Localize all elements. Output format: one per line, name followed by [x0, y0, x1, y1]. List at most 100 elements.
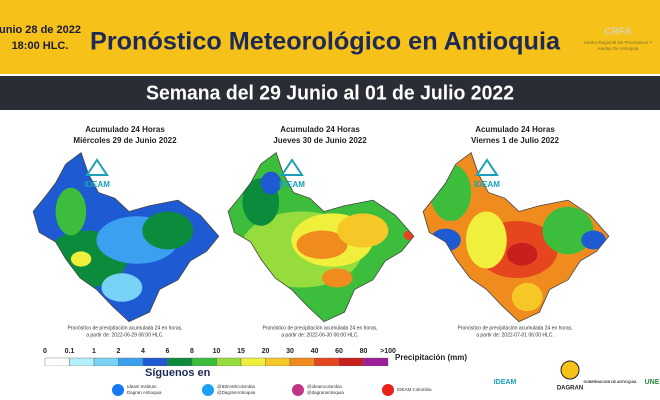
follow-label: Síguenos en — [145, 367, 211, 379]
logo-icon — [85, 158, 109, 176]
legend-label: 80 — [360, 348, 368, 355]
legend-swatch — [44, 357, 70, 367]
map-note: a partir de: 2022-07-01 06:00 HLC. — [476, 332, 554, 338]
map — [32, 151, 220, 323]
map-outline — [32, 151, 220, 323]
legend-swatch — [363, 357, 389, 367]
map-region — [322, 268, 353, 288]
legend-swatch — [265, 357, 291, 367]
banner-bg — [0, 76, 660, 110]
legend-swatch — [69, 357, 95, 367]
social-icon — [292, 384, 304, 396]
legend-label: 0 — [43, 348, 47, 355]
legend-swatch — [142, 357, 168, 367]
map-region — [506, 242, 538, 266]
footer-logo: UNE — [645, 379, 660, 386]
legend-label: 4 — [141, 348, 145, 355]
legend-label: 2 — [117, 348, 121, 355]
legend-label: 60 — [335, 348, 343, 355]
map-region — [101, 273, 143, 302]
map-logo: IDEAM — [474, 180, 500, 189]
map-region — [511, 282, 543, 312]
org-sub: Alertas De Antioquia — [598, 46, 639, 51]
map-note: Pronóstico de precipitación acumulada 24… — [262, 325, 377, 331]
header-title: Pronóstico Meteorológico en Antioquia — [90, 28, 561, 56]
social-handle: @DagranAntioquia — [217, 390, 256, 395]
legend-label: 6 — [166, 348, 170, 355]
map-region — [430, 164, 472, 221]
legend-swatch — [191, 357, 217, 367]
map-logo: IDEAM — [84, 180, 110, 189]
map — [422, 151, 610, 323]
social-handle: Dagran Antioquia — [127, 390, 162, 395]
legend-label: 1 — [92, 348, 96, 355]
legend-swatch — [240, 357, 266, 367]
legend-swatch — [289, 357, 315, 367]
footer-bg — [0, 366, 660, 400]
map-title: Acumulado 24 Horas — [280, 125, 360, 134]
map-note: a partir de: 2022-06-29 06:00 HLC. — [86, 332, 164, 338]
map-region — [581, 230, 606, 250]
legend-swatch — [118, 357, 144, 367]
map-region — [142, 211, 194, 250]
map-subtitle: Viernes 1 de Julio 2022 — [471, 136, 559, 145]
map-region — [70, 251, 92, 267]
map-region — [296, 230, 348, 259]
map — [227, 151, 415, 323]
map-subtitle: Jueves 30 de Junio 2022 — [273, 136, 367, 145]
map-fill — [228, 152, 414, 322]
social-icon — [382, 384, 394, 396]
footer-logo: IDEAM — [494, 379, 517, 386]
map-region — [466, 211, 507, 269]
social-handle: @dagranantioquia — [307, 390, 344, 395]
org-sub: Centro Regional De Pronósticos Y — [584, 40, 652, 45]
legend-label: 8 — [190, 348, 194, 355]
header-date: unio 28 de 2022 — [0, 24, 81, 36]
legend: 0 0.1 1 2 4 6 8 10 15 20 30 40 60 80 >100 — [43, 348, 396, 367]
map-outline — [422, 151, 610, 323]
social-icon — [112, 384, 124, 396]
org-name: CRFA — [604, 27, 631, 38]
logo-mark — [560, 360, 580, 380]
map-region — [542, 206, 594, 255]
map-region — [430, 228, 461, 252]
map-note: a partir de: 2022-06-30 06:00 HLC. — [281, 332, 359, 338]
legend-label: 30 — [286, 348, 294, 355]
map-outline — [227, 151, 415, 323]
map-logo: IDEAM — [279, 180, 305, 189]
legend-label: 10 — [213, 348, 221, 355]
logo-icon — [475, 158, 499, 176]
logo-icon — [280, 158, 304, 176]
legend-swatch — [93, 357, 119, 367]
map-note: Pronóstico de precipitación acumulada 24… — [457, 325, 572, 331]
map-title: Acumulado 24 Horas — [85, 125, 165, 134]
map-region — [337, 213, 389, 248]
footer-logo: DAGRAN — [557, 386, 583, 392]
map-fill — [33, 152, 219, 322]
map-note: Pronóstico de precipitación acumulada 24… — [67, 325, 182, 331]
social-handle: @IDEAMColombia — [217, 384, 255, 389]
legend-swatch — [216, 357, 242, 367]
map-subtitle: Miércoles 29 de Junio 2022 — [73, 136, 177, 145]
legend-title: Precipitación (mm) — [395, 353, 467, 362]
legend-label: 0.1 — [65, 348, 75, 355]
legend-label: 40 — [311, 348, 319, 355]
legend-swatch — [338, 357, 364, 367]
legend-label: 15 — [237, 348, 245, 355]
map-title: Acumulado 24 Horas — [475, 125, 555, 134]
social-handle: Ideam Instituto — [127, 384, 157, 389]
header-time: 18:00 HLC. — [12, 40, 69, 52]
banner-text: Semana del 29 Junio al 01 de Julio 2022 — [146, 82, 514, 104]
legend-label: >100 — [380, 348, 396, 355]
legend-swatch — [314, 357, 340, 367]
header-bg — [0, 0, 660, 74]
legend-swatch — [167, 357, 193, 367]
map-fill — [423, 152, 609, 322]
social-icon — [202, 384, 214, 396]
legend-label: 20 — [262, 348, 270, 355]
social-handle: @ideamcolombia — [307, 384, 342, 389]
social-handle: IDEAM Colombia — [397, 387, 432, 392]
